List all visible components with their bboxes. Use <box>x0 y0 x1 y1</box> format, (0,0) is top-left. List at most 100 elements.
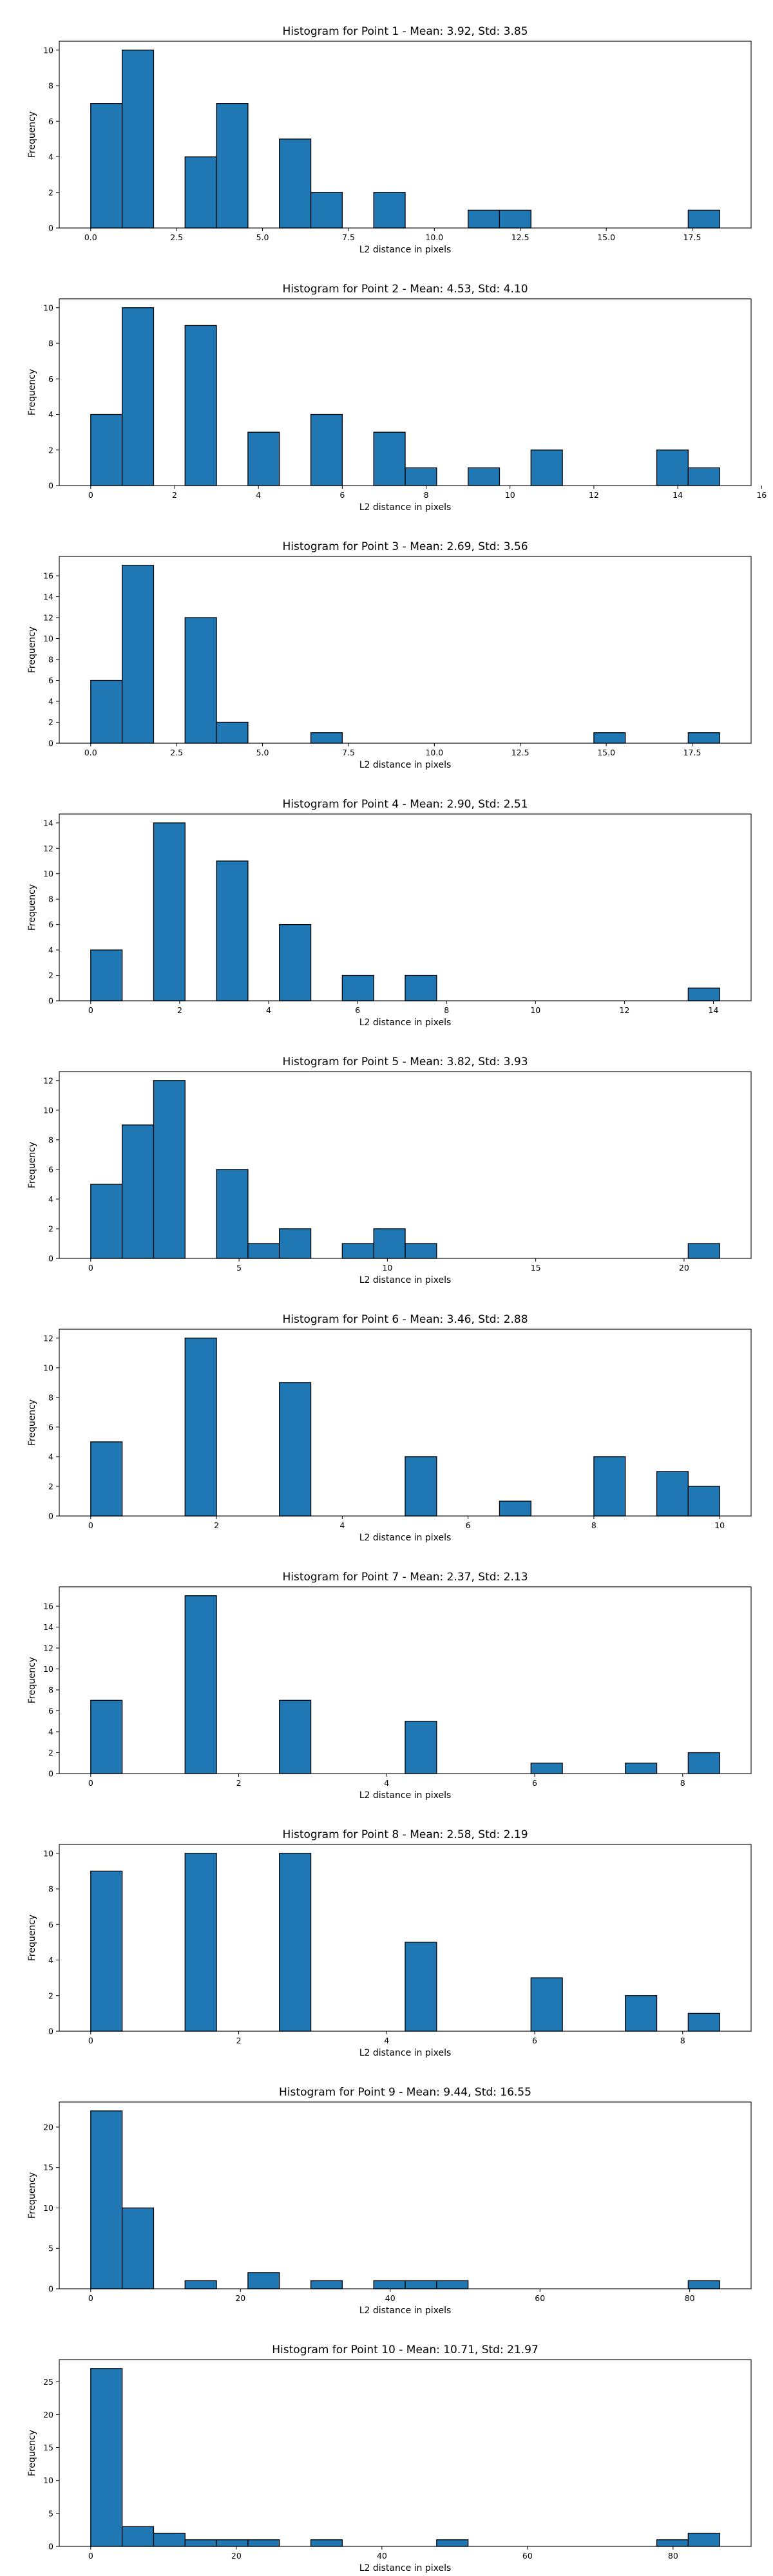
x-tick-label: 0.0 <box>84 748 97 757</box>
plot-frame <box>59 1844 752 2032</box>
y-tick-label: 2 <box>48 1991 53 2000</box>
histogram-bar <box>687 209 720 229</box>
histogram-bar <box>90 949 123 1001</box>
x-tick-label: 0 <box>88 1520 93 1530</box>
chart-title: Histogram for Point 9 - Mean: 9.44, Std:… <box>279 2086 531 2099</box>
histogram-panel-5: Histogram for Point 5 - Mean: 3.82, Std:… <box>27 1056 752 1285</box>
y-tick-label: 14 <box>43 818 53 828</box>
x-axis-label: L2 distance in pixels <box>359 1790 452 1801</box>
x-tick-label: 15 <box>531 1263 541 1273</box>
histogram-bar <box>90 1870 123 2032</box>
chart-title: Histogram for Point 1 - Mean: 3.92, Std:… <box>282 25 528 38</box>
x-tick-label: 20 <box>231 2551 242 2561</box>
x-tick-label: 17.5 <box>683 748 701 757</box>
histogram-bar <box>279 1382 312 1517</box>
y-tick-label: 2 <box>48 1481 53 1491</box>
y-tick-label: 8 <box>48 1685 53 1695</box>
y-tick-label: 12 <box>43 1333 53 1343</box>
chart-title: Histogram for Point 6 - Mean: 3.46, Std:… <box>282 1313 528 1326</box>
y-tick-label: 8 <box>48 1135 53 1144</box>
histogram-bar <box>405 2280 437 2289</box>
histogram-bar <box>405 467 437 486</box>
y-tick-label: 12 <box>43 1075 53 1085</box>
x-tick-label: 10 <box>714 1520 725 1530</box>
x-tick-label: 2.5 <box>170 232 183 242</box>
chart-title: Histogram for Point 8 - Mean: 2.58, Std:… <box>282 1828 528 1841</box>
y-tick-label: 4 <box>48 1194 53 1204</box>
y-tick-label: 6 <box>48 1920 53 1929</box>
y-tick-label: 8 <box>48 655 53 665</box>
x-tick-label: 80 <box>668 2551 678 2561</box>
y-tick-label: 12 <box>43 1643 53 1653</box>
y-tick-label: 25 <box>43 2377 53 2387</box>
x-tick-label: 16 <box>756 490 767 500</box>
y-tick-label: 10 <box>43 1105 53 1115</box>
y-tick-label: 0 <box>48 2027 53 2036</box>
y-axis-label: Frequency <box>27 884 37 931</box>
plot-frame <box>59 2359 752 2547</box>
x-tick-label: 0 <box>88 2293 93 2303</box>
histogram-bar <box>247 431 280 486</box>
x-tick-label: 2 <box>214 1520 219 1530</box>
y-tick-label: 0 <box>48 996 53 1006</box>
y-tick-label: 6 <box>48 1706 53 1716</box>
x-tick-label: 6 <box>339 490 345 500</box>
histogram-bar <box>247 1243 280 1259</box>
histogram-bar <box>310 732 343 744</box>
y-tick-label: 4 <box>48 945 53 955</box>
histogram-bar <box>153 1080 186 1259</box>
y-tick-label: 6 <box>48 117 53 126</box>
y-axis-label: Frequency <box>27 369 37 415</box>
histogram-bar <box>656 2539 689 2547</box>
histogram-bar <box>184 2280 217 2289</box>
histogram-panel-8: Histogram for Point 8 - Mean: 2.58, Std:… <box>27 1828 752 2058</box>
y-tick-label: 14 <box>43 1622 53 1632</box>
histogram-bar <box>341 1243 374 1259</box>
histogram-bar <box>184 1595 217 1774</box>
histogram-bar <box>467 467 501 486</box>
histogram-bar <box>121 1124 155 1259</box>
histogram-bar <box>499 209 531 229</box>
x-tick-label: 6 <box>532 1778 537 1788</box>
y-tick-label: 5 <box>48 2244 53 2253</box>
y-tick-label: 4 <box>48 1727 53 1737</box>
x-tick-label: 7.5 <box>342 748 355 757</box>
y-tick-label: 10 <box>43 1363 53 1372</box>
histogram-bar <box>373 192 406 229</box>
histogram-panel-10: Histogram for Point 10 - Mean: 10.71, St… <box>27 2344 752 2573</box>
chart-title: Histogram for Point 7 - Mean: 2.37, Std:… <box>282 1571 528 1584</box>
histogram-bar <box>247 2539 280 2547</box>
x-tick-label: 0 <box>88 2551 93 2561</box>
histogram-bar <box>530 1763 563 1774</box>
plot-frame <box>59 298 752 486</box>
histogram-bar <box>593 732 626 744</box>
x-tick-label: 15.0 <box>597 232 615 242</box>
y-tick-label: 15 <box>43 2163 53 2172</box>
y-axis-label: Frequency <box>27 1657 37 1703</box>
y-axis-label: Frequency <box>27 2172 37 2219</box>
x-tick-label: 2 <box>236 1778 242 1788</box>
y-tick-label: 0 <box>48 481 53 491</box>
histogram-bar <box>593 1456 626 1517</box>
histogram-bar <box>90 413 123 486</box>
y-tick-label: 0 <box>48 1769 53 1779</box>
histogram-bar <box>405 974 437 1001</box>
histogram-bar <box>687 1752 720 1774</box>
histogram-bar <box>687 732 720 744</box>
y-tick-label: 2 <box>48 187 53 197</box>
histogram-panel-9: Histogram for Point 9 - Mean: 9.44, Std:… <box>27 2086 752 2316</box>
x-axis-label: L2 distance in pixels <box>359 1018 452 1028</box>
y-tick-label: 6 <box>48 374 53 384</box>
histogram-bar <box>405 1942 437 2032</box>
histogram-bar <box>90 1441 123 1517</box>
histogram-panel-4: Histogram for Point 4 - Mean: 2.90, Std:… <box>27 798 752 1028</box>
plot-frame <box>59 1329 752 1517</box>
histogram-bar <box>687 2012 720 2032</box>
y-tick-label: 10 <box>43 634 53 643</box>
x-tick-label: 12 <box>589 490 599 500</box>
y-tick-label: 10 <box>43 869 53 878</box>
y-tick-label: 0 <box>48 2284 53 2294</box>
x-tick-label: 8 <box>680 1778 685 1788</box>
x-axis-label: L2 distance in pixels <box>359 2306 452 2316</box>
y-axis-label: Frequency <box>27 1399 37 1446</box>
